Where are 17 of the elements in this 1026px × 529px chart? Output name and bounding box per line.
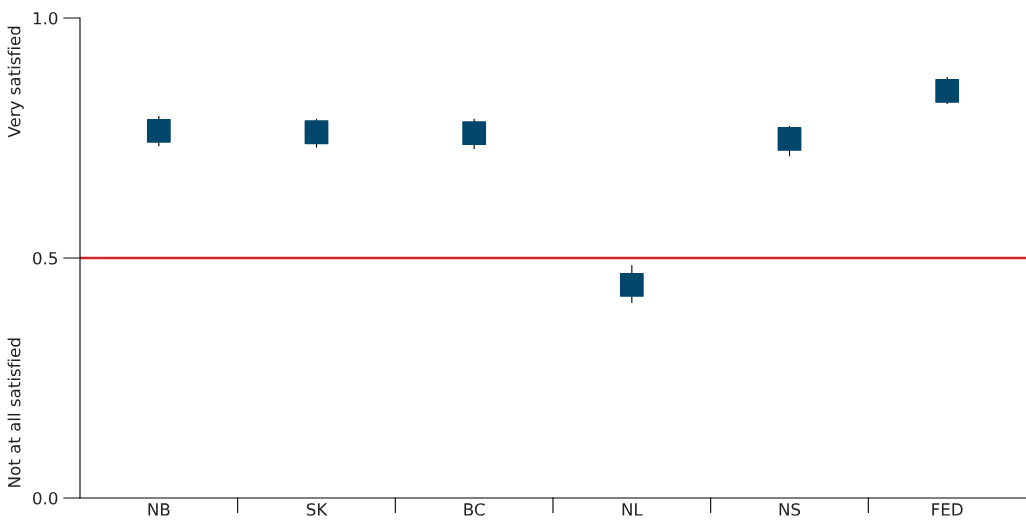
- y-tick-label: 0.5: [33, 251, 58, 265]
- y-tick-label: 0.0: [33, 491, 58, 505]
- point: [935, 79, 960, 103]
- x-tick-label: NS: [779, 503, 801, 516]
- text: Not at all satisfied: [7, 338, 21, 487]
- point: [304, 120, 329, 145]
- x-tick-label: SK: [306, 503, 328, 516]
- point: [462, 121, 487, 146]
- x-tick-label: NB: [148, 503, 170, 516]
- text: Very satisfied: [7, 26, 24, 138]
- x-tick-label: BC: [464, 503, 485, 516]
- x-tick-label: FED: [932, 503, 963, 516]
- point: [619, 272, 644, 297]
- point: [777, 127, 802, 151]
- x-tick-label: NL: [622, 503, 643, 516]
- y-tick-label: 1.0: [33, 11, 58, 25]
- point: [146, 118, 171, 143]
